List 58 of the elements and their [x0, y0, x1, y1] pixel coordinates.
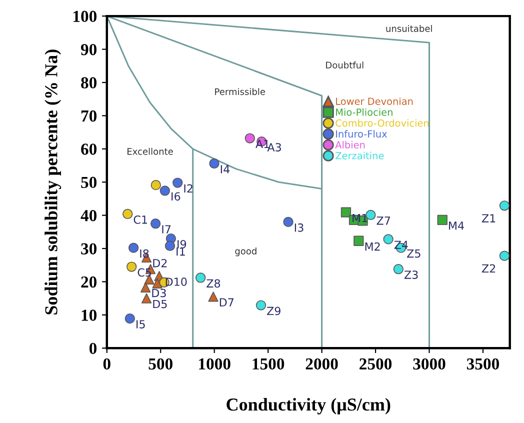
- annotation: I3: [294, 223, 304, 232]
- annotation: I2: [184, 184, 192, 192]
- y-tick-label: 0: [89, 342, 97, 354]
- y-tick-label: 10: [82, 310, 97, 321]
- x-tick-label: 1000: [199, 358, 230, 370]
- x-tick-label: 1500: [252, 358, 284, 370]
- y-tick-label: 20: [81, 276, 97, 288]
- legend-label: Albien: [335, 140, 365, 148]
- annotation: I7: [162, 225, 171, 234]
- annotation: I9: [178, 240, 186, 248]
- x-axis-title: Conductivity (μS/cm): [226, 398, 390, 414]
- annotation: C1: [134, 215, 147, 224]
- x-tick-label: 3000: [413, 358, 446, 370]
- y-tick-label: 80: [81, 77, 97, 88]
- y-tick-label: 50: [81, 176, 97, 188]
- annotation: M2: [365, 242, 380, 251]
- legend-label: Zerzaitine: [336, 152, 384, 160]
- annotation: I4: [220, 165, 230, 174]
- annotation: D7: [220, 298, 234, 306]
- annotation: D3: [152, 288, 166, 298]
- y-tick-label: 40: [80, 210, 97, 222]
- annotation: Z8: [206, 279, 220, 288]
- y-tick-label: 60: [81, 144, 97, 155]
- annotation: unsuitabel: [386, 24, 432, 32]
- annotation: I6: [172, 192, 180, 201]
- annotation: I5: [136, 320, 145, 328]
- annotation: Excellonte: [128, 148, 173, 155]
- y-tick-label: 100: [74, 10, 97, 22]
- annotation: I8: [140, 249, 149, 258]
- annotation: Permissible: [215, 88, 266, 96]
- annotation: Z4: [394, 240, 408, 249]
- annotation: Z5: [407, 249, 420, 258]
- legend-label: Lower Devonian: [336, 97, 413, 105]
- annotation: Z3: [404, 270, 418, 279]
- y-tick-label: 70: [81, 110, 97, 122]
- annotation: Z9: [267, 306, 280, 316]
- legend-label: Infuro-Flux: [336, 130, 388, 138]
- x-tick-label: 2000: [306, 358, 338, 370]
- annotation: A1: [256, 140, 270, 148]
- x-tick-label: 0: [103, 358, 110, 370]
- annotation: Z1: [482, 214, 496, 222]
- y-tick-label: 90: [80, 44, 97, 56]
- annotation: Z2: [482, 264, 496, 272]
- x-tick-label: 2500: [360, 358, 392, 370]
- annotation: M4: [449, 222, 464, 230]
- annotation: good: [235, 247, 256, 256]
- y-axis-title: Sodium solubility percente (% Na): [44, 50, 62, 314]
- x-tick-label: 500: [148, 358, 172, 370]
- annotation: C5: [138, 268, 152, 277]
- annotation: D2: [153, 258, 167, 268]
- x-tick-label: 3500: [466, 358, 500, 370]
- annotation: I1: [176, 247, 185, 256]
- legend-label: Mio-Pliocien: [336, 108, 392, 116]
- annotation: Z7: [376, 216, 390, 225]
- y-tick-label: 30: [81, 243, 97, 254]
- annotation: Doubtful: [326, 62, 364, 68]
- annotation: D5: [153, 300, 167, 308]
- annotation: A3: [267, 143, 281, 152]
